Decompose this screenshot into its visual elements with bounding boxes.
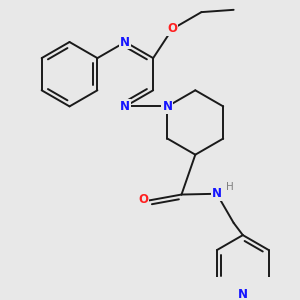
Text: H: H (226, 182, 234, 192)
Text: N: N (120, 100, 130, 113)
Text: O: O (138, 193, 148, 206)
Text: N: N (120, 35, 130, 49)
Text: N: N (238, 289, 248, 300)
Text: N: N (212, 187, 222, 200)
Text: N: N (162, 100, 172, 113)
Text: O: O (167, 22, 177, 35)
